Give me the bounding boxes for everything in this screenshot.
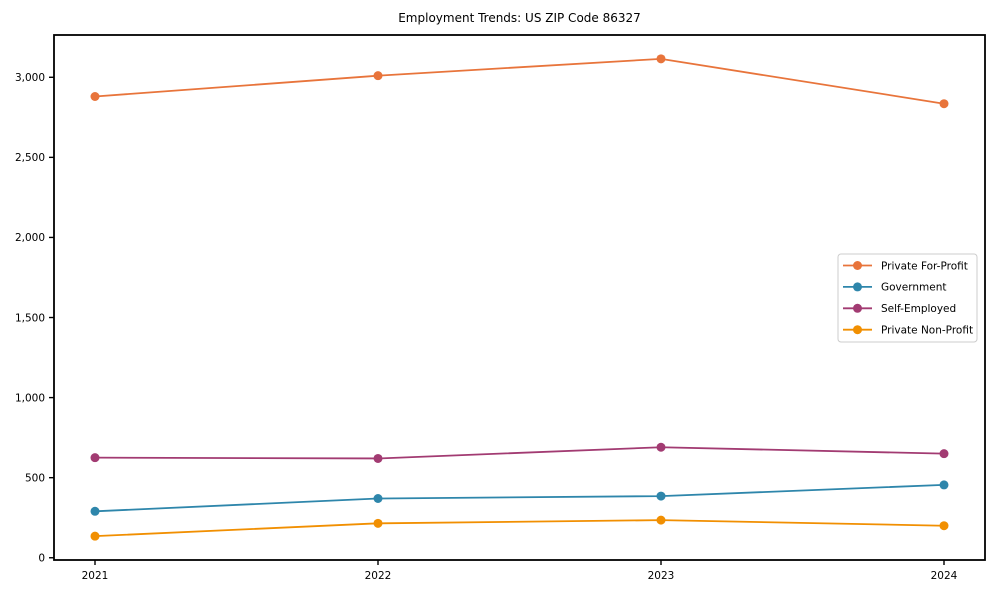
legend-item-private-for-profit: Private For-Profit — [843, 260, 968, 272]
data-series — [90, 54, 949, 541]
y-tick-label: 1,500 — [15, 312, 45, 324]
data-point-self-employed — [656, 442, 666, 452]
data-point-private-for-profit — [373, 71, 383, 81]
plot-border — [53, 34, 986, 561]
series-line-government — [94, 483, 945, 513]
legend-item-private-non-profit: Private Non-Profit — [843, 325, 973, 337]
x-tick-label: 2021 — [82, 570, 109, 582]
legend-label: Self-Employed — [881, 303, 956, 315]
data-point-government — [939, 480, 949, 490]
legend-marker — [853, 325, 862, 335]
data-point-private-non-profit — [373, 518, 383, 528]
legend-item-self-employed: Self-Employed — [843, 303, 956, 315]
legend-marker — [853, 303, 862, 313]
y-tick-label: 2,500 — [15, 152, 45, 164]
x-tick-label: 2024 — [931, 570, 958, 582]
series-line-self-employed — [94, 446, 945, 460]
legend-box — [837, 253, 978, 343]
data-point-private-non-profit — [656, 515, 666, 525]
data-point-private-for-profit — [939, 99, 949, 109]
chart-title: Employment Trends: US ZIP Code 86327 — [398, 11, 641, 25]
data-point-private-non-profit — [939, 521, 949, 531]
y-tick-label: 500 — [25, 472, 45, 484]
series-private-for-profit — [90, 54, 949, 109]
y-tick-label: 1,000 — [15, 392, 45, 404]
y-tick-label: 3,000 — [15, 72, 45, 84]
data-point-private-for-profit — [90, 92, 100, 102]
data-point-government — [656, 491, 666, 501]
data-point-self-employed — [373, 453, 383, 463]
series-self-employed — [90, 442, 949, 463]
data-point-private-for-profit — [656, 54, 666, 64]
x-tick-label: 2022 — [365, 570, 392, 582]
x-tick-label: 2023 — [648, 570, 675, 582]
legend-marker — [853, 261, 862, 270]
data-point-private-non-profit — [90, 531, 100, 541]
legend-label: Private Non-Profit — [881, 325, 973, 337]
axis-ticks: 0 500 1,000 1,500 2,000 2,500 3,000 2021 2022 202… — [15, 72, 958, 582]
series-line-private-for-profit — [94, 57, 945, 105]
legend-label: Government — [881, 282, 946, 294]
data-point-self-employed — [939, 449, 949, 459]
series-line-private-non-profit — [94, 519, 945, 538]
series-private-non-profit — [90, 515, 949, 541]
legend: Private For-Profit Government Self-Employe… — [837, 253, 978, 343]
legend-marker — [853, 282, 862, 292]
legend-label: Private For-Profit — [881, 260, 968, 272]
data-point-government — [90, 506, 100, 516]
legend-item-government: Government — [843, 282, 946, 294]
y-tick-label: 2,000 — [15, 232, 45, 244]
series-government — [90, 480, 949, 516]
data-point-government — [373, 493, 383, 503]
plot-frame — [53, 34, 986, 561]
data-point-self-employed — [90, 453, 100, 463]
y-tick-label: 0 — [38, 553, 45, 565]
